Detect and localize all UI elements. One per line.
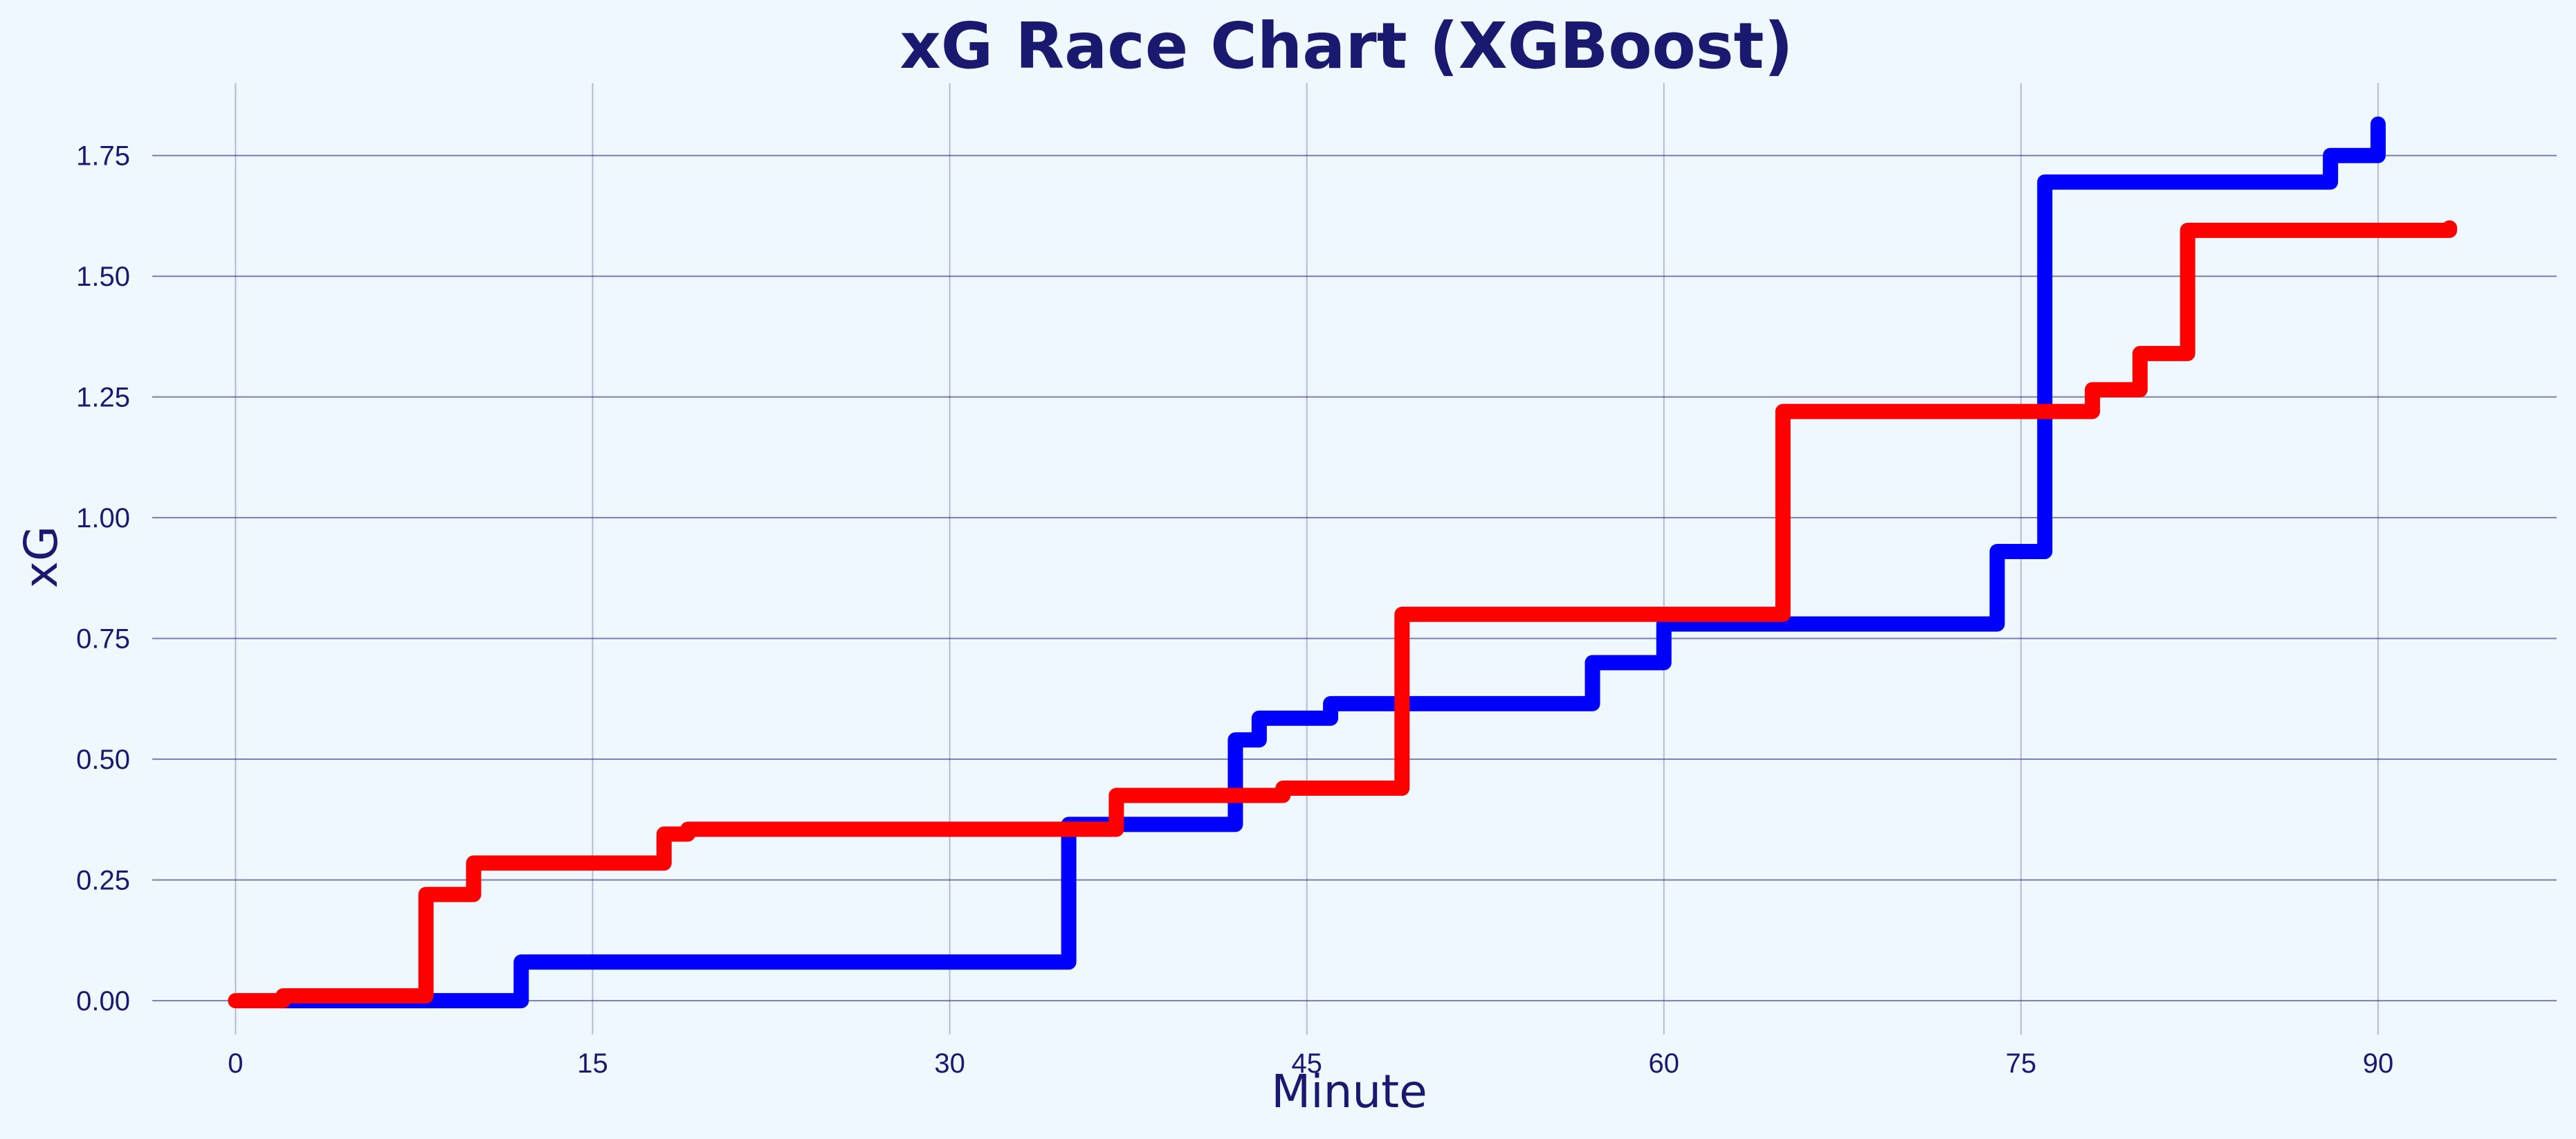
y-tick-label: 1.75 bbox=[76, 141, 130, 172]
x-tick-label: 45 bbox=[1291, 1048, 1322, 1079]
x-axis-label: Minute bbox=[1271, 1065, 1427, 1118]
x-tick-label: 90 bbox=[2363, 1048, 2394, 1079]
y-tick-label: 1.50 bbox=[76, 262, 130, 292]
series-layer bbox=[228, 116, 2458, 1009]
chart-title: xG Race Chart (XGBoost) bbox=[899, 9, 1793, 83]
x-tick-labels: 0 15 30 45 60 75 90 bbox=[228, 1048, 2393, 1079]
y-tick-label: 0.75 bbox=[76, 624, 130, 655]
y-tick-label: 1.25 bbox=[76, 383, 130, 413]
x-tick-label: 15 bbox=[577, 1048, 608, 1079]
series-line-1 bbox=[275, 116, 2386, 1009]
vertical-gridlines bbox=[235, 83, 2379, 1035]
horizontal-gridlines bbox=[152, 154, 2557, 1002]
y-tick-label: 0.50 bbox=[76, 745, 130, 775]
x-tick-label: 75 bbox=[2006, 1048, 2037, 1079]
y-tick-label: 0.25 bbox=[76, 866, 130, 896]
series-line-2 bbox=[228, 220, 2458, 1009]
y-axis-label: xG bbox=[15, 526, 68, 588]
y-tick-labels: 0.00 0.25 0.50 0.75 1.00 1.25 1.50 1.75 bbox=[76, 141, 130, 1017]
y-tick-label: 0.00 bbox=[76, 986, 130, 1017]
x-tick-label: 30 bbox=[934, 1048, 965, 1079]
x-tick-label: 0 bbox=[228, 1048, 243, 1079]
y-tick-label: 1.00 bbox=[76, 503, 130, 534]
x-tick-label: 60 bbox=[1649, 1048, 1680, 1079]
